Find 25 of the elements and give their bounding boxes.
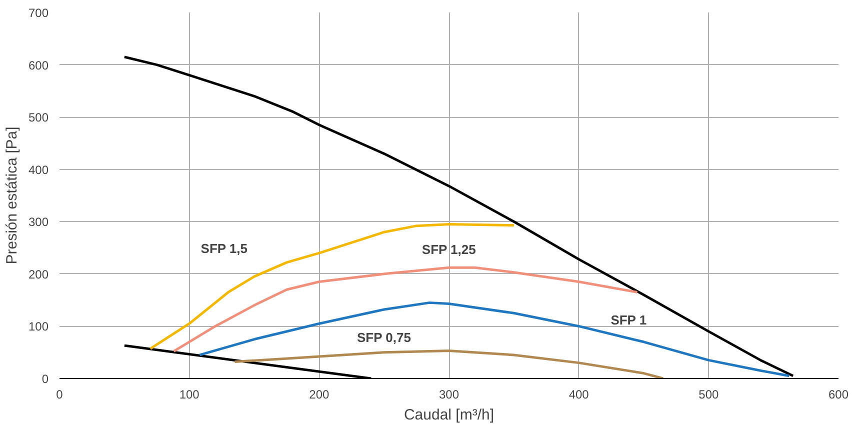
y-tick-label: 400	[28, 162, 49, 177]
line-series	[149, 223, 516, 350]
y-tick-label: 600	[28, 58, 49, 72]
line-series	[172, 266, 639, 353]
series-label: SFP 1,5	[200, 241, 248, 256]
y-tick-label: 300	[28, 215, 49, 230]
series-label: SFP 0,75	[356, 330, 411, 345]
x-tick-label: 600	[828, 388, 849, 402]
x-tick-label: 300	[438, 388, 460, 402]
y-axis-title: Presión estática [Pa]	[3, 126, 20, 264]
y-tick-label: 100	[28, 320, 49, 334]
y-tick-label: 700	[28, 6, 49, 20]
series-label: SFP 1	[610, 312, 647, 328]
line-series	[198, 301, 790, 378]
series-label: SFP 1,25	[422, 242, 476, 258]
y-tick-label: 0	[42, 372, 49, 386]
x-tick-label: 200	[309, 388, 330, 402]
y-tick-label: 500	[28, 110, 49, 125]
line-series	[234, 350, 664, 378]
x-tick-label: 0	[56, 388, 64, 402]
y-tick-label: 200	[28, 267, 49, 282]
x-tick-label: 100	[179, 388, 200, 402]
x-axis-title: Caudal [m³/h]	[404, 406, 494, 424]
x-tick-label: 400	[568, 388, 590, 402]
x-tick-label: 500	[698, 388, 720, 402]
